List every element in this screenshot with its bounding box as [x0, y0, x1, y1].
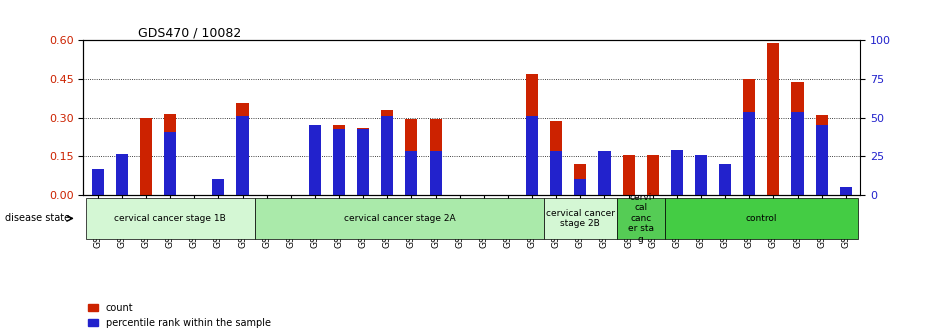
Bar	[816, 115, 828, 195]
Text: control: control	[746, 214, 777, 223]
Bar	[405, 119, 417, 195]
Bar	[550, 122, 562, 195]
Bar	[671, 150, 683, 195]
Bar	[840, 187, 852, 195]
Bar	[647, 155, 659, 195]
Bar	[213, 179, 225, 195]
Bar	[743, 79, 756, 195]
Text: cervical cancer stage 2A: cervical cancer stage 2A	[343, 214, 455, 223]
Bar	[357, 128, 369, 195]
Bar	[743, 113, 756, 195]
Legend: count, percentile rank within the sample: count, percentile rank within the sample	[88, 303, 271, 328]
Bar	[237, 116, 249, 195]
Bar	[526, 116, 538, 195]
Text: GDS470 / 10082: GDS470 / 10082	[138, 26, 240, 39]
Bar	[719, 164, 731, 195]
Text: cervi
cal
canc
er sta
g: cervi cal canc er sta g	[628, 193, 654, 244]
Bar	[526, 74, 538, 195]
Bar	[116, 154, 128, 195]
Bar	[381, 116, 393, 195]
Bar	[671, 150, 683, 195]
Bar	[695, 155, 707, 195]
Bar	[405, 151, 417, 195]
Bar	[381, 110, 393, 195]
Bar	[429, 119, 441, 195]
Bar	[792, 113, 804, 195]
Bar	[550, 151, 562, 195]
Bar	[719, 164, 731, 195]
Text: cervical cancer stage 1B: cervical cancer stage 1B	[115, 214, 226, 223]
Bar	[309, 125, 321, 195]
Bar	[92, 184, 104, 195]
Bar	[816, 125, 828, 195]
Bar	[333, 125, 345, 195]
Bar	[237, 103, 249, 195]
Bar	[792, 82, 804, 195]
Bar	[623, 155, 635, 195]
Bar	[357, 129, 369, 195]
Bar	[164, 114, 176, 195]
Bar	[598, 151, 610, 195]
Bar	[213, 179, 225, 195]
Bar	[695, 155, 707, 195]
Bar	[164, 132, 176, 195]
Bar	[309, 125, 321, 195]
Bar	[574, 164, 586, 195]
Bar	[768, 43, 780, 195]
Text: disease state: disease state	[5, 213, 69, 223]
Text: cervical cancer
stage 2B: cervical cancer stage 2B	[546, 209, 615, 228]
Bar	[92, 169, 104, 195]
Bar	[429, 151, 441, 195]
Bar	[333, 129, 345, 195]
Bar	[840, 187, 852, 195]
Bar	[116, 154, 128, 195]
Bar	[574, 179, 586, 195]
Bar	[140, 118, 152, 195]
